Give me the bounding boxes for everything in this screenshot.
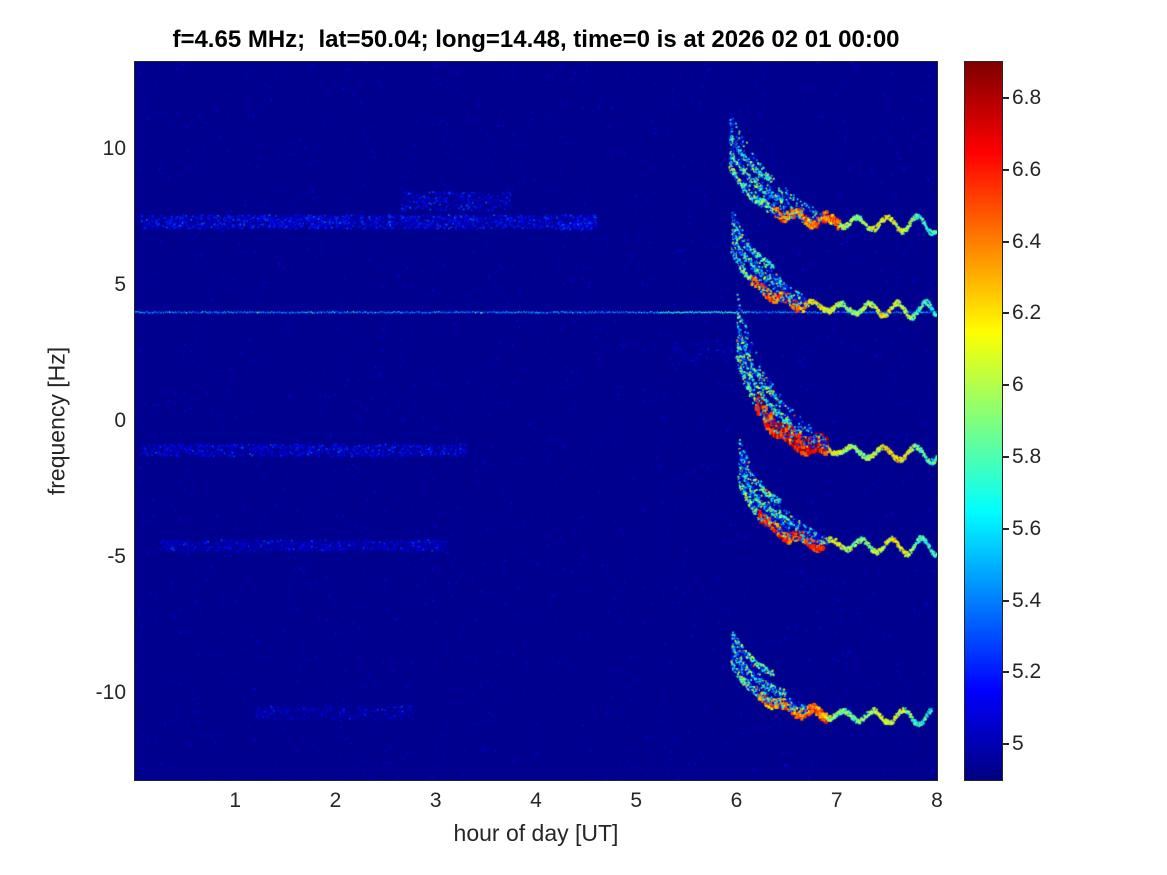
colorbar-tick-label: 6.6 [1012, 157, 1042, 181]
y-tick-label: -10 [95, 680, 126, 704]
x-tick-label: 5 [630, 789, 643, 812]
colorbar-tick-label: 6.4 [1012, 229, 1042, 253]
colorbar-tick-mark [1003, 527, 1009, 530]
colorbar-tick-mark [1003, 168, 1009, 171]
chart-title: f=4.65 MHz; lat=50.04; long=14.48, time=… [172, 26, 900, 53]
colorbar-tick-label: 5 [1012, 732, 1024, 756]
x-tick-label: 8 [931, 789, 943, 812]
colorbar-tick-label: 5.6 [1012, 516, 1042, 540]
x-axis-label: hour of day [UT] [453, 820, 619, 846]
colorbar-tick-label: 6.2 [1012, 301, 1042, 325]
colorbar-canvas [964, 61, 1003, 781]
colorbar-tick-mark [1003, 455, 1009, 458]
colorbar-tick-mark [1003, 384, 1009, 387]
colorbar-tick-label: 6 [1012, 373, 1024, 397]
colorbar-tick-mark [1003, 743, 1009, 746]
colorbar-tick-mark [1003, 671, 1009, 674]
x-tick-label: 6 [730, 789, 743, 812]
x-tick-label: 7 [830, 789, 843, 812]
y-tick-label: 0 [114, 409, 126, 432]
colorbar-tick-label: 5.8 [1012, 444, 1042, 468]
colorbar-tick-mark [1003, 96, 1009, 99]
x-tick-label: 3 [429, 789, 442, 812]
colorbar-tick-label: 5.4 [1012, 588, 1042, 612]
spectrogram-canvas [134, 61, 938, 781]
x-tick-label: 4 [530, 789, 542, 812]
colorbar-tick-label: 6.8 [1012, 85, 1042, 109]
colorbar-tick-label: 5.2 [1012, 660, 1042, 684]
y-tick-label: 5 [114, 273, 126, 296]
y-tick-label: 10 [102, 137, 126, 161]
colorbar-tick-mark [1003, 599, 1009, 602]
y-tick-label: -5 [107, 544, 126, 568]
colorbar-tick-mark [1003, 240, 1009, 243]
colorbar-tick-mark [1003, 312, 1009, 315]
x-tick-label: 2 [329, 789, 342, 812]
x-tick-label: 1 [229, 789, 242, 812]
